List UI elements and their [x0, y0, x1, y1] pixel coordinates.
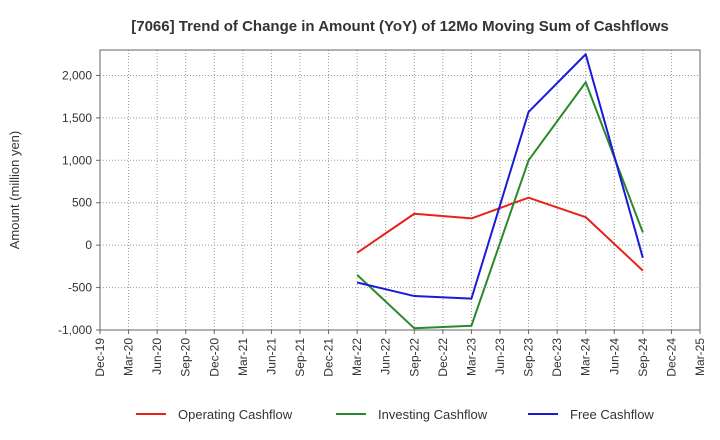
x-tick-label: Jun-21 [264, 338, 278, 375]
y-axis-label: Amount (million yen) [7, 131, 22, 250]
x-tick-label: Mar-20 [122, 338, 136, 376]
x-tick-label: Dec-21 [322, 338, 336, 377]
x-tick-label: Mar-22 [350, 338, 364, 376]
x-tick-label: Jun-24 [607, 338, 621, 375]
x-tick-label: Sep-20 [179, 338, 193, 377]
x-tick-label: Sep-23 [522, 338, 536, 377]
x-tick-label: Jun-23 [493, 338, 507, 375]
series-line-investing-cashflow [356, 81, 644, 330]
x-tick-label: Dec-23 [550, 338, 564, 377]
y-tick-label: -500 [68, 281, 92, 295]
y-tick-label: 2,000 [62, 68, 92, 82]
plot-area [100, 50, 700, 330]
x-tick-label: Dec-20 [207, 338, 221, 377]
plot-frame [99, 49, 701, 331]
legend-label: Free Cashflow [570, 407, 654, 422]
x-tick-label: Jun-20 [150, 338, 164, 375]
legend: Operating Cashflow Investing Cashflow Free… [136, 407, 654, 422]
y-tick-label: 1,500 [62, 111, 92, 125]
x-tick-label: Dec-24 [664, 338, 678, 377]
legend-label: Investing Cashflow [378, 407, 488, 422]
y-tick-label: -1,000 [58, 323, 92, 337]
x-tick-label: Mar-23 [464, 338, 478, 376]
series-line-free-cashflow [356, 53, 644, 300]
x-tick-label: Mar-25 [693, 338, 707, 376]
x-tick-label: Mar-21 [236, 338, 250, 376]
x-tick-label: Sep-21 [293, 338, 307, 377]
series-lines [356, 53, 644, 330]
y-tick-label: 1,000 [62, 153, 92, 167]
y-tick-label: 0 [85, 238, 92, 252]
x-tick-label: Sep-24 [636, 338, 650, 377]
x-tick-label: Sep-22 [407, 338, 421, 377]
y-tick-label: 500 [72, 196, 92, 210]
x-axis: Dec-19 Mar-20 Jun-20 Sep-20 Dec-20 Mar-21 Jun-… [93, 330, 707, 377]
x-tick-label: Dec-22 [436, 338, 450, 377]
legend-label: Operating Cashflow [178, 407, 293, 422]
chart-title: [7066] Trend of Change in Amount (YoY) o… [131, 18, 669, 35]
x-tick-label: Dec-19 [93, 338, 107, 377]
y-axis: -1,000 -500 0 500 1,000 1,500 2,000 [58, 68, 100, 337]
x-tick-label: Mar-24 [579, 338, 593, 376]
x-tick-label: Jun-22 [379, 338, 393, 375]
